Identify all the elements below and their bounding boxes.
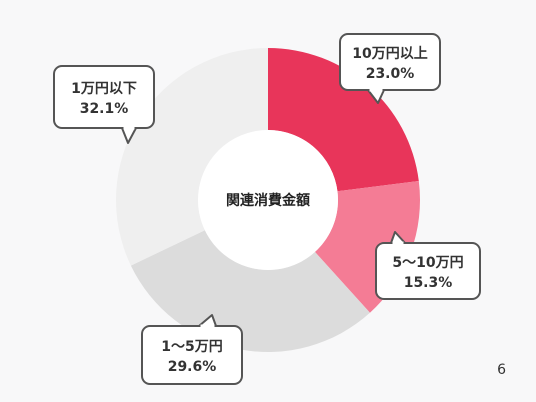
donut-slice-1 <box>268 48 419 192</box>
callout-3: 1〜5万円 29.6% <box>141 314 243 385</box>
callout-box <box>141 325 243 385</box>
callout-1: 10万円以上 23.0% <box>339 33 441 104</box>
callout-box <box>375 242 481 300</box>
slice-label: 1〜5万円 <box>161 339 222 355</box>
callout-4: 1万円以下 32.1% <box>53 65 155 144</box>
callout-box <box>339 33 441 91</box>
slice-label: 5〜10万円 <box>392 255 463 271</box>
slice-value-label: 32.1% <box>80 101 129 117</box>
callout-2: 5〜10万円 15.3% <box>375 231 481 300</box>
slice-value-label: 29.6% <box>168 359 217 375</box>
page-number: 6 <box>497 362 506 378</box>
callout-box <box>53 65 155 129</box>
donut-hole <box>198 130 338 270</box>
center-label: 関連消費金額 <box>226 192 310 209</box>
slice-value-label: 15.3% <box>404 275 453 291</box>
donut-slice-3 <box>130 230 370 353</box>
slice-label: 1万円以下 <box>71 81 137 97</box>
slice-label: 10万円以上 <box>352 46 427 62</box>
slice-value-label: 23.0% <box>366 66 415 82</box>
